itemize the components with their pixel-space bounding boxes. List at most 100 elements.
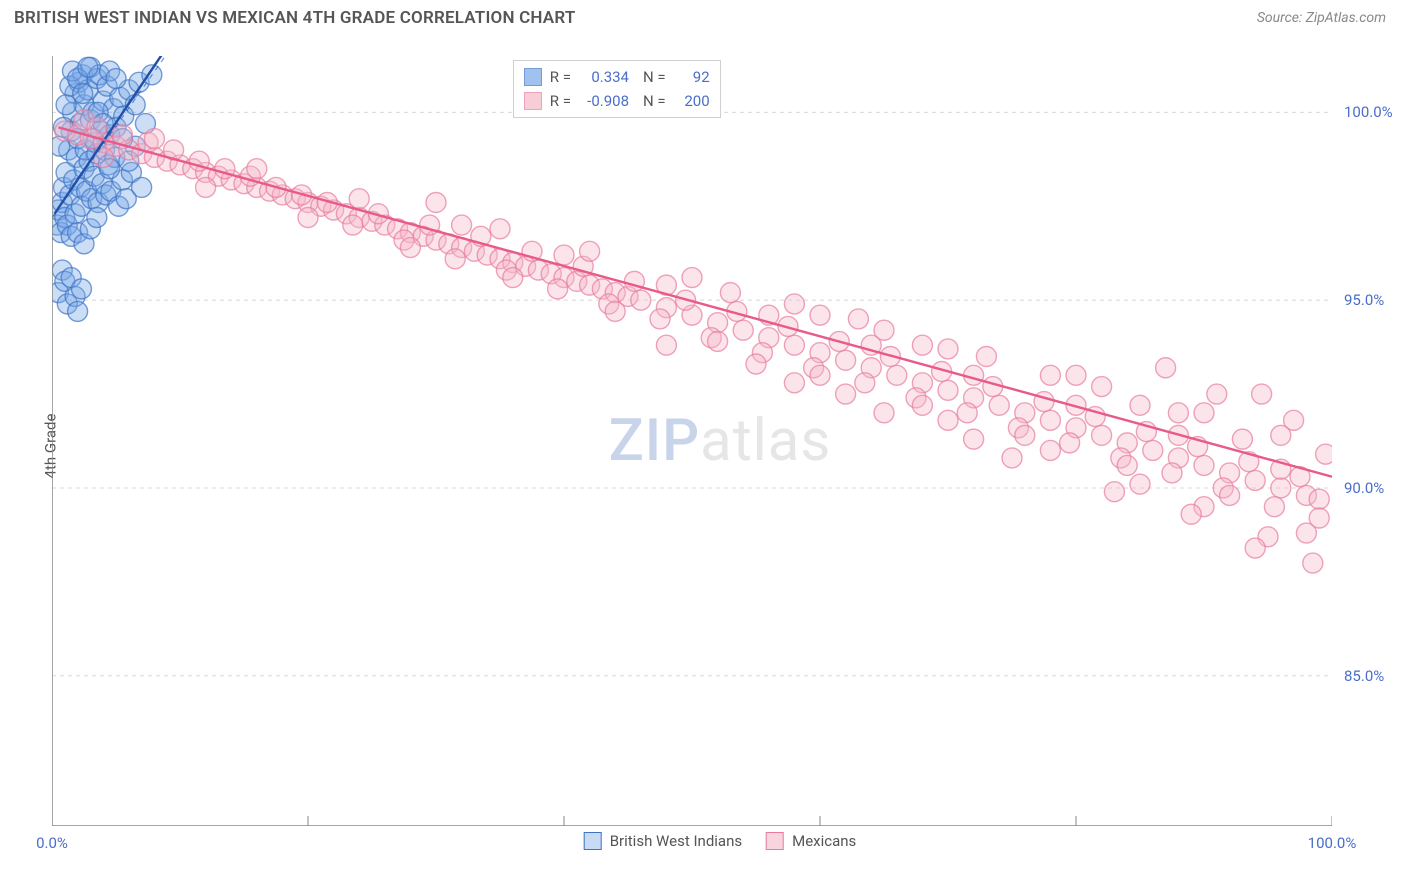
data-point xyxy=(87,208,107,228)
legend-n-label: N = xyxy=(643,92,666,110)
legend-row: R = 0.334 N = 92 xyxy=(524,65,710,89)
data-point xyxy=(836,350,856,370)
data-point xyxy=(1092,425,1112,445)
chart-source: Source: ZipAtlas.com xyxy=(1257,10,1386,26)
data-point xyxy=(836,384,856,404)
data-point xyxy=(1181,504,1201,524)
data-point xyxy=(1040,410,1060,430)
data-point xyxy=(1066,365,1086,385)
data-point xyxy=(1168,403,1188,423)
data-point xyxy=(1015,425,1035,445)
data-point xyxy=(106,69,126,89)
data-point xyxy=(631,290,651,310)
legend-r-value: -0.908 xyxy=(579,92,629,110)
legend-swatch xyxy=(584,832,602,850)
data-point xyxy=(1130,474,1150,494)
data-point xyxy=(733,320,753,340)
y-tick-label: 95.0% xyxy=(1344,291,1384,309)
data-point xyxy=(1309,489,1329,509)
legend-row: R = -0.908 N = 200 xyxy=(524,89,710,113)
chart-container: ZIPatlas R = 0.334 N = 92 R = -0.908 N =… xyxy=(52,56,1388,826)
data-point xyxy=(132,177,152,197)
data-point xyxy=(87,117,107,137)
data-point xyxy=(1245,470,1265,490)
data-point xyxy=(874,403,894,423)
data-point xyxy=(68,301,88,321)
data-point xyxy=(580,241,600,261)
data-point xyxy=(784,335,804,355)
data-point xyxy=(490,219,510,239)
series-legend: British West Indians Mexicans xyxy=(584,832,857,850)
data-point xyxy=(784,373,804,393)
data-point xyxy=(1117,455,1137,475)
data-point xyxy=(912,395,932,415)
data-point xyxy=(445,249,465,269)
correlation-legend: R = 0.334 N = 92 R = -0.908 N = 200 xyxy=(513,60,721,118)
data-point xyxy=(1040,365,1060,385)
data-point xyxy=(1162,463,1182,483)
legend-item: Mexicans xyxy=(766,832,856,850)
data-point xyxy=(964,429,984,449)
data-point xyxy=(1252,384,1272,404)
scatter-plot xyxy=(52,56,1332,826)
data-point xyxy=(1207,384,1227,404)
data-point xyxy=(426,192,446,212)
data-point xyxy=(554,245,574,265)
legend-swatch xyxy=(524,92,542,110)
x-tick-label: 0.0% xyxy=(36,834,68,852)
y-tick-label: 100.0% xyxy=(1344,103,1393,121)
data-point xyxy=(708,331,728,351)
chart-header: BRITISH WEST INDIAN VS MEXICAN 4TH GRADE… xyxy=(0,0,1406,36)
trend-line xyxy=(58,127,1332,476)
data-point xyxy=(548,279,568,299)
data-point xyxy=(144,129,164,149)
data-point xyxy=(989,395,1009,415)
data-point xyxy=(400,238,420,258)
x-tick-label: 100.0% xyxy=(1308,834,1357,852)
data-point xyxy=(73,84,93,104)
data-point xyxy=(887,365,907,385)
data-point xyxy=(1092,377,1112,397)
data-point xyxy=(196,177,216,197)
legend-swatch xyxy=(524,68,542,86)
data-point xyxy=(1245,538,1265,558)
data-point xyxy=(1271,478,1291,498)
data-point xyxy=(874,320,894,340)
data-point xyxy=(1002,448,1022,468)
data-point xyxy=(1156,358,1176,378)
data-point xyxy=(1303,553,1323,573)
data-point xyxy=(343,215,363,235)
chart-title: BRITISH WEST INDIAN VS MEXICAN 4TH GRADE… xyxy=(14,8,575,28)
data-point xyxy=(78,57,98,77)
y-tick-label: 85.0% xyxy=(1344,667,1384,685)
data-point xyxy=(1143,440,1163,460)
data-point xyxy=(938,380,958,400)
data-point xyxy=(1194,455,1214,475)
y-tick-label: 90.0% xyxy=(1344,479,1384,497)
data-point xyxy=(855,373,875,393)
data-point xyxy=(810,305,830,325)
data-point xyxy=(1220,485,1240,505)
legend-r-label: R = xyxy=(550,68,571,86)
data-point xyxy=(957,403,977,423)
legend-r-label: R = xyxy=(550,92,571,110)
data-point xyxy=(976,346,996,366)
data-point xyxy=(1040,440,1060,460)
data-point xyxy=(1271,425,1291,445)
data-point xyxy=(650,309,670,329)
legend-r-value: 0.334 xyxy=(579,68,629,86)
data-point xyxy=(605,301,625,321)
data-point xyxy=(720,283,740,303)
legend-n-value: 92 xyxy=(674,68,710,86)
data-point xyxy=(71,279,91,299)
data-point xyxy=(848,309,868,329)
legend-item: British West Indians xyxy=(584,832,742,850)
data-point xyxy=(656,335,676,355)
data-point xyxy=(298,208,318,228)
legend-swatch xyxy=(766,832,784,850)
data-point xyxy=(938,410,958,430)
legend-n-value: 200 xyxy=(674,92,710,110)
data-point xyxy=(810,365,830,385)
data-point xyxy=(1130,395,1150,415)
data-point xyxy=(1194,403,1214,423)
